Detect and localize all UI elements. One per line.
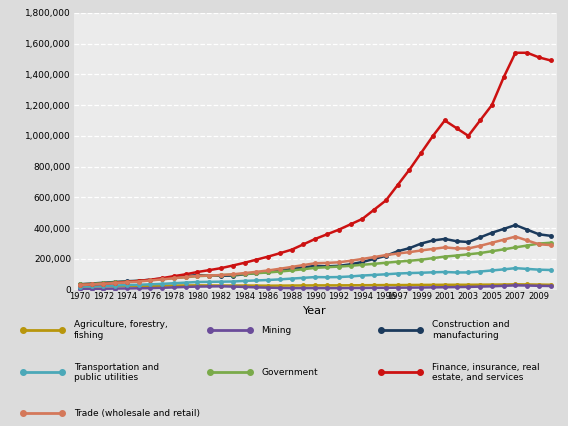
Text: Mining: Mining bbox=[261, 325, 291, 335]
Text: Trade (wholesale and retail): Trade (wholesale and retail) bbox=[74, 409, 200, 418]
Text: Finance, insurance, real
estate, and services: Finance, insurance, real estate, and ser… bbox=[432, 363, 539, 382]
Text: Transportation and
public utilities: Transportation and public utilities bbox=[74, 363, 159, 382]
Text: Government: Government bbox=[261, 368, 318, 377]
Text: Agriculture, forestry,
fishing: Agriculture, forestry, fishing bbox=[74, 320, 168, 340]
X-axis label: Year: Year bbox=[303, 305, 327, 316]
Text: Construction and
manufacturing: Construction and manufacturing bbox=[432, 320, 509, 340]
